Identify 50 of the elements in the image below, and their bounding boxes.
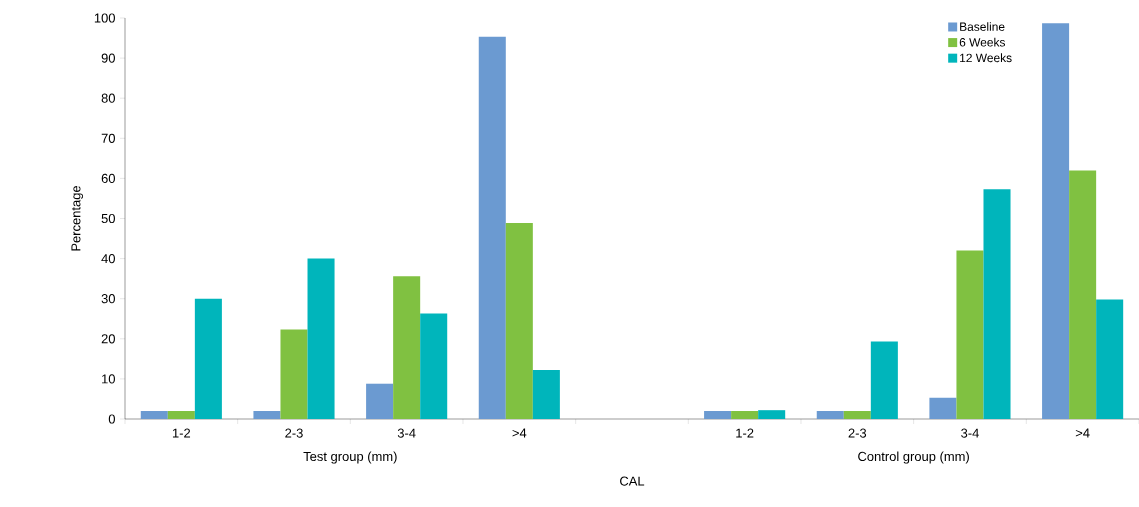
bar [758,410,786,419]
y-tick-label: 40 [101,254,115,264]
bar [532,370,560,419]
text: Test group (mm) [303,451,397,464]
bar [983,189,1011,419]
bar [194,298,222,419]
bar [280,329,308,419]
legend-label: 6 Weeks [959,37,1006,47]
y-tick-label: 50 [101,213,115,224]
x-tick-label: 2-3 [285,428,303,438]
bar [929,397,957,419]
bar [307,258,335,419]
legend-label: Baseline [960,22,1005,31]
bar [253,410,281,419]
x-tick-label: 1-2 [172,428,191,438]
x-tick-label: >4 [512,428,527,438]
y-tick-label: 90 [101,53,115,63]
bar [1042,23,1070,419]
bar [1096,299,1124,419]
legend-label: 12 Weeks [960,53,1012,63]
y-tick-label: 100 [94,13,115,23]
bar [140,410,168,419]
bar [505,222,533,419]
bar [816,410,844,419]
y-tick-label: 60 [101,173,115,183]
bar [731,410,759,419]
bar [1069,170,1097,419]
y-axis-title: Percentage [71,185,84,251]
x-tick-label: >4 [1075,428,1090,438]
bar [478,36,506,419]
y-tick-label: 20 [101,334,115,344]
x-tick-label: 3-4 [397,428,416,438]
x-tick-label: 1-2 [736,428,754,438]
y-tick-label: 80 [101,93,115,103]
y-tick-label: 10 [102,374,115,384]
y-tick-label: 0 [108,414,115,424]
bar [366,383,394,419]
bar [167,410,195,419]
x-tick-label: 2-3 [848,428,867,438]
x-axis-title: CAL [620,476,645,486]
text: Control group (mm) [858,451,969,464]
bar [704,410,732,419]
bar [870,341,898,419]
bar [843,410,871,419]
x-tick-label: 3-4 [961,428,979,438]
bar [956,250,984,419]
y-tick-label: 70 [101,133,115,143]
y-tick-label: 30 [101,294,115,304]
bar [420,313,448,419]
bar [393,276,421,419]
